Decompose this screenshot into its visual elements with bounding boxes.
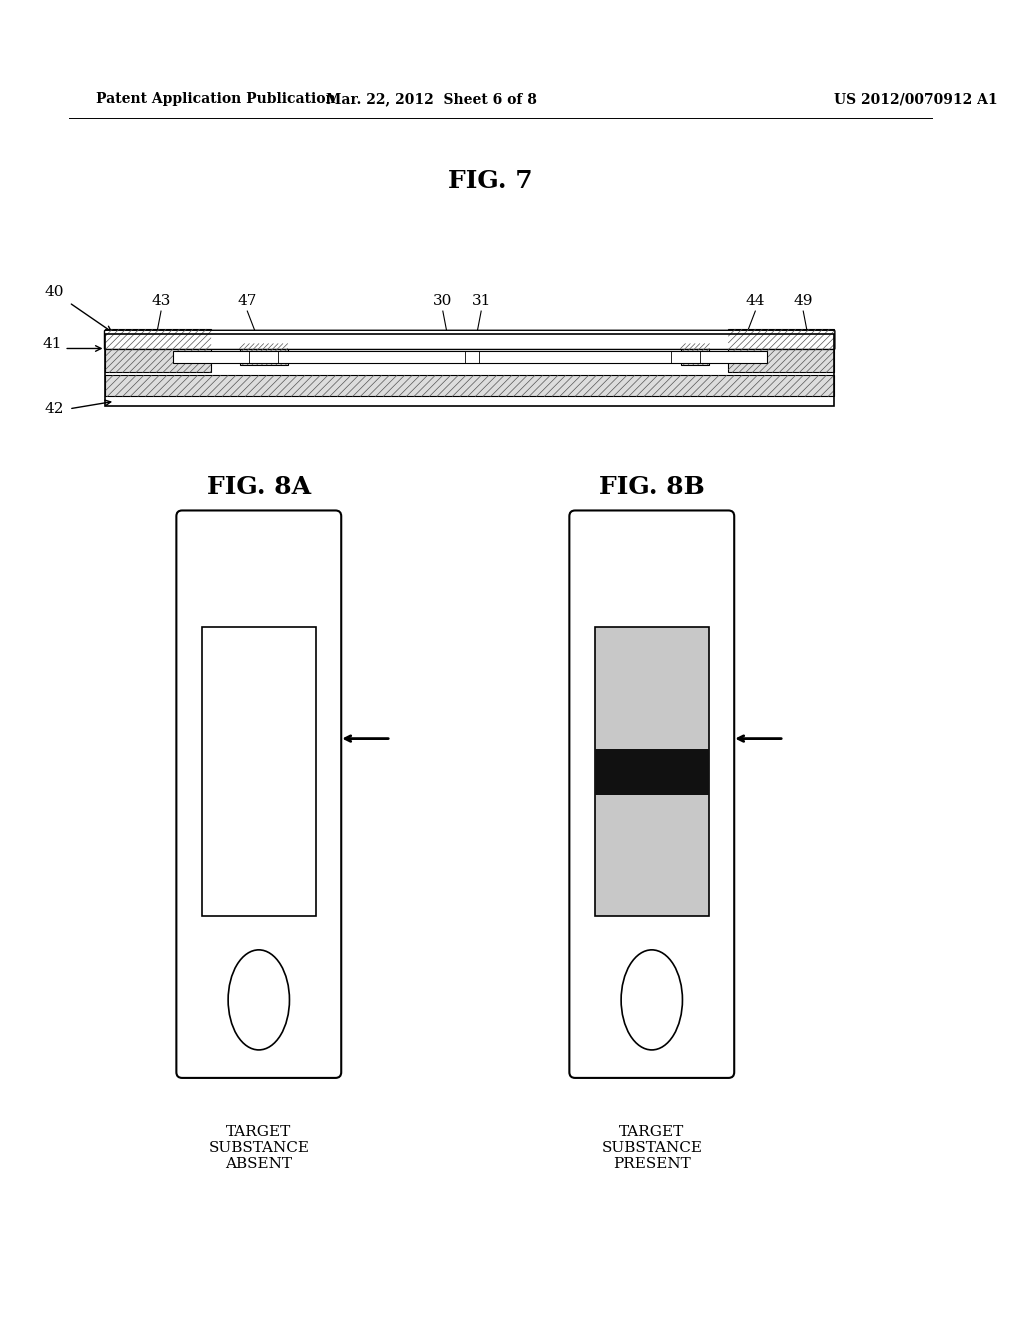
Polygon shape: [105, 329, 211, 372]
Text: FIG. 7: FIG. 7: [449, 169, 534, 193]
Text: 43: 43: [152, 294, 171, 309]
Text: 47: 47: [238, 294, 257, 309]
FancyBboxPatch shape: [176, 511, 341, 1078]
Polygon shape: [728, 329, 834, 372]
Text: US 2012/0070912 A1: US 2012/0070912 A1: [834, 92, 997, 107]
Polygon shape: [105, 375, 834, 396]
FancyBboxPatch shape: [104, 330, 835, 350]
Text: 31: 31: [471, 294, 490, 309]
Bar: [172, 351, 767, 363]
Bar: [595, 627, 709, 916]
Text: FIG. 8B: FIG. 8B: [599, 475, 705, 499]
Text: 41: 41: [42, 338, 61, 351]
Text: Mar. 22, 2012  Sheet 6 of 8: Mar. 22, 2012 Sheet 6 of 8: [326, 92, 537, 107]
Ellipse shape: [228, 950, 290, 1049]
Bar: [202, 627, 315, 916]
Bar: [595, 748, 709, 795]
Polygon shape: [240, 343, 288, 364]
FancyBboxPatch shape: [569, 511, 734, 1078]
Text: 40: 40: [45, 285, 65, 298]
Ellipse shape: [622, 950, 682, 1049]
Text: TARGET
SUBSTANCE
ABSENT: TARGET SUBSTANCE ABSENT: [208, 1125, 309, 1171]
Text: 49: 49: [794, 294, 813, 309]
Bar: [105, 334, 834, 407]
Text: TARGET
SUBSTANCE
PRESENT: TARGET SUBSTANCE PRESENT: [601, 1125, 702, 1171]
Text: 44: 44: [745, 294, 765, 309]
Text: 30: 30: [433, 294, 453, 309]
Text: Patent Application Publication: Patent Application Publication: [96, 92, 336, 107]
Text: 42: 42: [45, 401, 65, 416]
Text: FIG. 8A: FIG. 8A: [207, 475, 311, 499]
Polygon shape: [681, 343, 710, 364]
